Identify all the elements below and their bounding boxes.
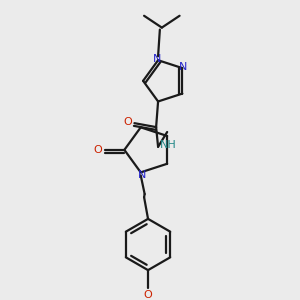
Text: O: O xyxy=(123,117,132,127)
Text: O: O xyxy=(93,145,102,155)
Text: N: N xyxy=(179,62,188,72)
Text: N: N xyxy=(137,170,146,180)
Text: NH: NH xyxy=(160,140,176,150)
Text: N: N xyxy=(153,54,161,64)
Text: O: O xyxy=(144,290,152,300)
